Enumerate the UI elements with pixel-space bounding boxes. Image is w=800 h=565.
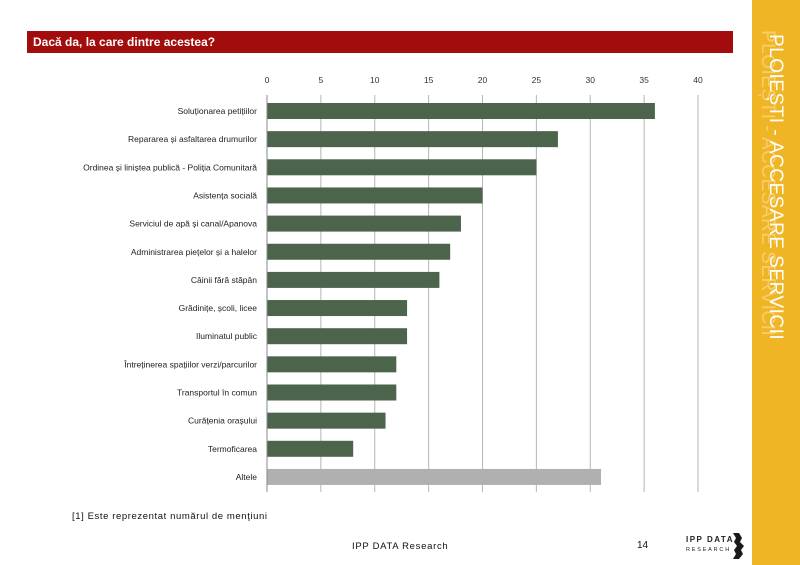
- category-label: Asistența socială: [193, 190, 257, 200]
- ipp-logo-mark-icon: [733, 533, 744, 559]
- x-tick-label: 35: [639, 75, 649, 85]
- x-tick-label: 25: [532, 75, 542, 85]
- side-title: PLOIEȘTI - ACCESARE SERVICII PLOIEȘTI - …: [752, 0, 800, 565]
- logo-top-text: IPP DATA: [686, 535, 735, 544]
- x-tick-label: 0: [265, 75, 270, 85]
- bar: [267, 356, 397, 373]
- category-label: Întreținerea spațiilor verzi/parcurilor: [123, 359, 257, 369]
- ipp-logo: IPP DATA RESEARCH: [684, 532, 748, 560]
- title-bar: Dacă da, la care dintre acestea?: [27, 31, 733, 53]
- category-label: Administrarea piețelor și a halelor: [131, 247, 257, 257]
- category-label: Curățenia orașului: [188, 416, 257, 426]
- category-label: Soluționarea petițiilor: [178, 106, 258, 116]
- side-title-shadow: PLOIEȘTI - ACCESARE SERVICII: [757, 30, 778, 337]
- x-tick-label: 40: [693, 75, 703, 85]
- side-title-text: PLOIEȘTI - ACCESARE SERVICII: [765, 34, 786, 341]
- side-band: PLOIEȘTI - ACCESARE SERVICII PLOIEȘTI - …: [752, 0, 800, 565]
- category-label: Serviciul de apă și canal/Apanova: [129, 219, 257, 229]
- bar: [267, 187, 483, 204]
- bar: [267, 328, 408, 345]
- bar: [267, 159, 537, 176]
- bar: [267, 300, 408, 317]
- chart-title: Dacă da, la care dintre acestea?: [33, 35, 216, 49]
- bar: [267, 271, 440, 288]
- x-tick-label: 10: [370, 75, 380, 85]
- category-label: Iluminatul public: [196, 331, 258, 341]
- category-label: Termoficarea: [208, 444, 257, 454]
- bar: [267, 243, 451, 260]
- bar: [267, 412, 386, 429]
- page-number: 14: [637, 540, 649, 551]
- logo-bottom-text: RESEARCH: [686, 547, 731, 553]
- x-tick-label: 5: [319, 75, 324, 85]
- bar: [267, 131, 558, 148]
- footer-brand: IPP DATA Research: [352, 541, 449, 552]
- bar: [267, 468, 602, 485]
- bar: [267, 103, 655, 119]
- category-label: Câinii fără stăpân: [191, 275, 257, 285]
- bar: [267, 215, 461, 232]
- footnote: [1] Este reprezentat numărul de menţiuni: [72, 511, 268, 522]
- x-tick-label: 15: [424, 75, 434, 85]
- bar-chart: 0 5 10 15 20 25 30 35 40 Soluționarea petițiilor R…: [83, 75, 703, 492]
- category-label: Repararea și asfaltarea drumurilor: [128, 134, 257, 144]
- bar: [267, 384, 397, 401]
- bar: [267, 440, 354, 457]
- x-tick-label: 30: [586, 75, 596, 85]
- category-label: Altele: [236, 472, 258, 482]
- x-tick-label: 20: [478, 75, 488, 85]
- category-label: Grădinițe, școli, licee: [179, 303, 258, 313]
- category-label: Ordinea și liniștea publică - Poliția Co…: [83, 162, 257, 172]
- category-label: Transportul în comun: [177, 388, 257, 398]
